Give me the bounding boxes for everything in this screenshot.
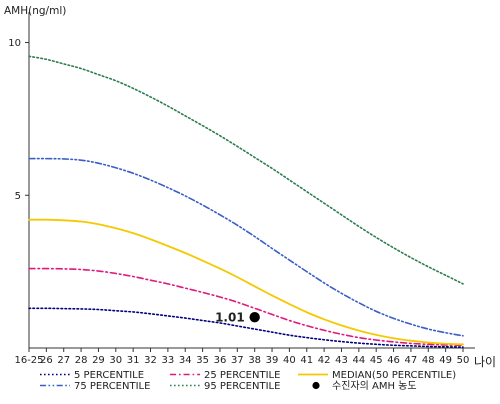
y-tick-label: 10 — [8, 38, 21, 49]
x-tick-label: 48 — [422, 355, 435, 366]
legend-entry: 95 PERCENTILE — [170, 381, 280, 392]
x-tick-label: 42 — [318, 355, 331, 366]
legend-label: 5 PERCENTILE — [74, 370, 144, 381]
x-tick-label: 26 — [40, 355, 53, 366]
legend-entry: 수진자의 AMH 농도 — [312, 380, 417, 392]
legend-label: MEDIAN(50 PERCENTILE) — [332, 370, 456, 381]
series-line-median-50-percentile — [28, 218, 464, 346]
series-line-75-percentile — [28, 157, 464, 337]
series-line-5-percentile — [28, 307, 464, 348]
x-tick-label: 44 — [352, 355, 365, 366]
x-axis-label: 나이 — [474, 355, 496, 369]
patient-amh-value-label: 1.01 — [215, 311, 245, 325]
legend-entry: 75 PERCENTILE — [40, 381, 150, 392]
legend: 5 PERCENTILE 25 PERCENTILE MEDIAN(50 PERCE… — [40, 370, 456, 392]
x-tick-label: 46 — [387, 355, 400, 366]
x-tick-label: 50 — [457, 355, 470, 366]
series-line-25-percentile — [28, 267, 464, 347]
x-tick-label: 49 — [439, 355, 452, 366]
legend-label: 75 PERCENTILE — [74, 381, 150, 392]
y-tick-label: 5 — [15, 191, 21, 202]
legend-marker-dot — [312, 381, 320, 390]
patient-amh-point — [249, 311, 260, 323]
x-tick-label: 28 — [75, 355, 88, 366]
x-tick-label: 36 — [214, 355, 227, 366]
series-line-95-percentile — [28, 55, 464, 285]
series-lines — [28, 55, 464, 348]
x-tick-label: 38 — [248, 355, 261, 366]
legend-entry: MEDIAN(50 PERCENTILE) — [298, 370, 456, 381]
x-tick-label: 39 — [266, 355, 279, 366]
x-tick-label: 35 — [196, 355, 209, 366]
x-tick-label: 32 — [144, 355, 157, 366]
x-tick-label: 34 — [179, 355, 192, 366]
legend-label: 수진자의 AMH 농도 — [332, 380, 417, 392]
y-axis-label: AMH(ng/ml) — [4, 5, 66, 17]
x-tick-label: 45 — [370, 355, 383, 366]
legend-label: 95 PERCENTILE — [204, 381, 280, 392]
x-tick-label: 33 — [162, 355, 175, 366]
x-tick-label: 43 — [335, 355, 348, 366]
x-tick-label: 40 — [283, 355, 296, 366]
x-tick-label: 29 — [92, 355, 105, 366]
x-tick-label: 31 — [127, 355, 140, 366]
x-tick-label: 41 — [300, 355, 313, 366]
x-tick-label: 30 — [109, 355, 122, 366]
legend-entry: 5 PERCENTILE — [40, 370, 144, 381]
x-tick-label: 27 — [57, 355, 70, 366]
legend-label: 25 PERCENTILE — [204, 370, 280, 381]
legend-entry: 25 PERCENTILE — [170, 370, 280, 381]
x-tick-label: 16-25 — [14, 355, 43, 366]
x-tick-label: 37 — [231, 355, 244, 366]
x-tick-label: 47 — [405, 355, 418, 366]
annotations: 1.01 — [215, 311, 260, 325]
